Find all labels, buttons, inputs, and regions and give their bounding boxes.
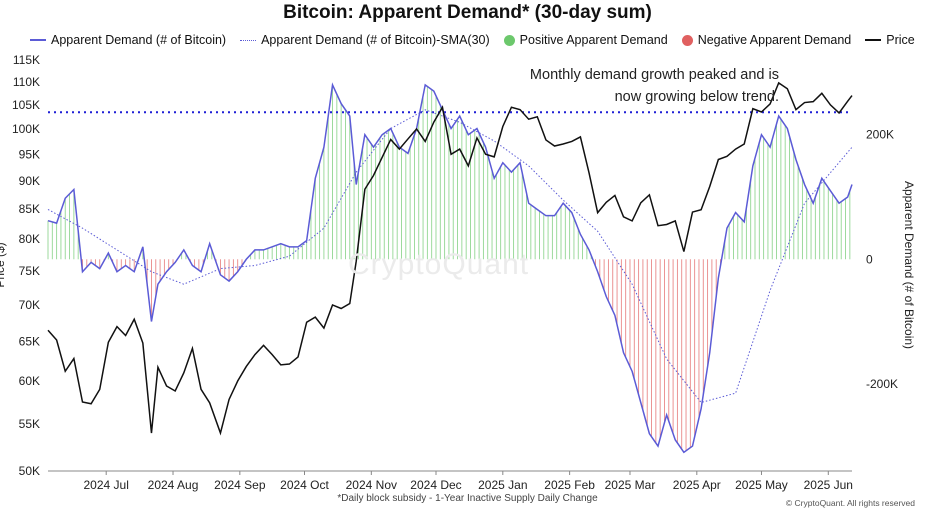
- y-left-tick-label: 110K: [13, 75, 40, 89]
- x-tick-label: 2024 Sep: [214, 478, 266, 492]
- y-left-tick-label: 90K: [19, 174, 40, 188]
- legend-swatch: [30, 39, 46, 41]
- x-tick-label: 2024 Aug: [148, 478, 199, 492]
- y-left-tick-label: 55K: [19, 417, 40, 431]
- annotation-text: Monthly demand growth peaked and is: [530, 67, 779, 83]
- y-left-axis-title: Price ($): [0, 242, 7, 287]
- legend-item: Price: [865, 33, 915, 47]
- y-right-tick-label: -200K: [866, 377, 898, 391]
- y-left-tick-label: 75K: [19, 264, 40, 278]
- legend-item: Apparent Demand (# of Bitcoin)-SMA(30): [240, 33, 490, 47]
- copyright-credit: © CryptoQuant. All rights reserved: [785, 498, 915, 508]
- sma-series-line: [47, 109, 853, 404]
- y-left-tick-label: 50K: [19, 464, 40, 478]
- y-right-axis-title: Apparent Demand (# of Bitcoin): [902, 181, 916, 349]
- annotation-text: now growing below trend.: [615, 89, 779, 105]
- y-left-tick-label: 85K: [19, 202, 40, 216]
- x-tick-label: 2025 Feb: [544, 478, 595, 492]
- legend-item: Positive Apparent Demand: [503, 33, 668, 47]
- y-left-tick-label: 105K: [12, 98, 40, 112]
- y-right-tick-label: 200K: [866, 128, 894, 142]
- x-tick-label: 2024 Dec: [410, 478, 461, 492]
- x-tick-label: 2024 Jul: [84, 478, 129, 492]
- y-left-tick-label: 80K: [19, 232, 40, 246]
- demand-series-line: [47, 82, 853, 454]
- x-tick-label: 2024 Nov: [346, 478, 397, 492]
- chart-title: Bitcoin: Apparent Demand* (30-day sum): [283, 2, 652, 23]
- legend-label: Apparent Demand (# of Bitcoin): [51, 33, 227, 47]
- x-tick-label: 2025 May: [735, 478, 788, 492]
- legend-label: Negative Apparent Demand: [697, 33, 852, 47]
- x-tick-label: 2025 Jan: [478, 478, 527, 492]
- watermark: CryptoQuant: [348, 248, 530, 281]
- x-tick-label: 2025 Jun: [804, 478, 853, 492]
- y-left-tick-label: 100K: [12, 122, 40, 136]
- legend-swatch: [865, 39, 882, 41]
- x-tick-label: 2025 Mar: [605, 478, 656, 492]
- y-left-tick-label: 65K: [19, 335, 40, 349]
- legend-swatch: [681, 34, 693, 46]
- y-left-tick-label: 115K: [13, 53, 40, 67]
- y-right-tick-label: 0: [866, 252, 873, 266]
- x-tick-label: 2024 Oct: [280, 478, 329, 492]
- y-left-tick-label: 70K: [19, 298, 40, 312]
- legend-item: Apparent Demand (# of Bitcoin): [30, 33, 226, 47]
- legend-label: Apparent Demand (# of Bitcoin)-SMA(30): [261, 33, 490, 47]
- x-tick-label: 2025 Apr: [673, 478, 721, 492]
- legend-item: Negative Apparent Demand: [681, 33, 852, 47]
- y-left-tick-label: 60K: [19, 374, 40, 388]
- legend-label: Price: [886, 33, 915, 47]
- price-series-line: [47, 81, 853, 436]
- footnote: *Daily block subsidy - 1-Year Inactive S…: [337, 493, 598, 504]
- legend-swatch: [240, 39, 257, 41]
- y-left-tick-label: 95K: [19, 147, 40, 161]
- chart-legend: Apparent Demand (# of Bitcoin) Apparent D…: [30, 32, 929, 48]
- legend-swatch: [503, 34, 515, 46]
- legend-label: Positive Apparent Demand: [519, 33, 668, 47]
